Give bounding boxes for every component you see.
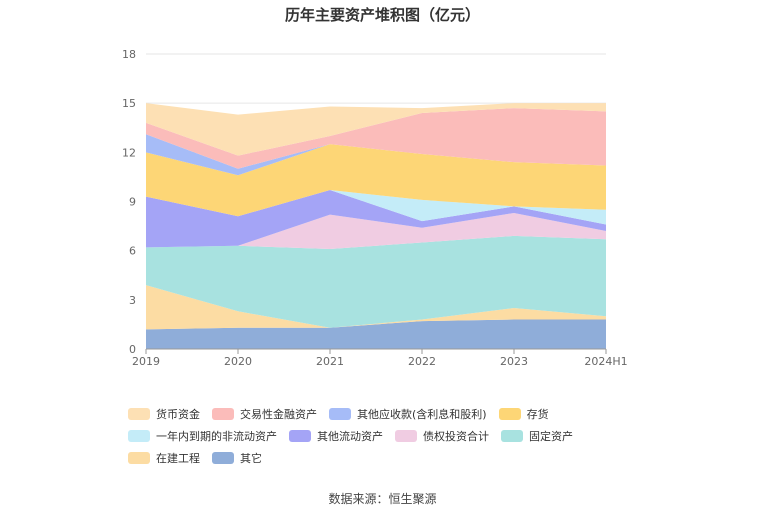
legend-item[interactable]: 固定资产: [501, 428, 573, 444]
y-tick-label: 12: [122, 146, 136, 159]
legend-item[interactable]: 交易性金融资产: [212, 406, 317, 422]
area-series-0: [146, 319, 606, 349]
legend-swatch: [395, 430, 417, 442]
legend-label: 固定资产: [529, 430, 573, 443]
legend-swatch: [212, 452, 234, 464]
legend-row: 货币资金 交易性金融资产 其他应收款(含利息和股利) 存货: [128, 403, 688, 425]
y-tick-label: 15: [122, 97, 136, 110]
legend-row: 在建工程 其它: [128, 447, 688, 469]
legend-item[interactable]: 存货: [498, 406, 549, 422]
legend-label: 货币资金: [156, 408, 200, 421]
legend-swatch: [498, 408, 521, 420]
legend-label: 存货: [526, 408, 549, 421]
legend-row: 一年内到期的非流动资产 其他流动资产 债权投资合计 固定资产: [128, 425, 688, 447]
legend-swatch: [128, 430, 150, 442]
legend-swatch: [289, 430, 311, 442]
x-tick-label: 2019: [132, 355, 160, 368]
area-series-3: [146, 212, 606, 250]
axis-layer: 0 3 6 9 12 15 18 2019 2020 2021 2022 2023 2024H1: [122, 48, 628, 368]
x-tick-label: 2023: [500, 355, 528, 368]
legend-label: 债权投资合计: [423, 430, 489, 443]
legend-swatch: [128, 452, 150, 464]
y-tick-label: 6: [129, 245, 136, 258]
area-series-6: [146, 144, 606, 217]
legend-item[interactable]: 一年内到期的非流动资产: [128, 428, 277, 444]
legend-swatch: [128, 408, 150, 420]
x-tick-label: 2024H1: [584, 355, 627, 368]
area-series-7: [146, 134, 606, 176]
legend-item[interactable]: 其它: [212, 450, 262, 466]
legend-item[interactable]: 债权投资合计: [395, 428, 489, 444]
legend-swatch: [212, 408, 234, 420]
legend-label: 其他流动资产: [317, 430, 383, 443]
legend-label: 在建工程: [156, 452, 200, 465]
x-tick-label: 2022: [408, 355, 436, 368]
x-tick-label: 2021: [316, 355, 344, 368]
x-tick-label: 2020: [224, 355, 252, 368]
legend-item[interactable]: 其他应收款(含利息和股利): [329, 406, 487, 422]
legend-item[interactable]: 货币资金: [128, 406, 200, 422]
legend-label: 一年内到期的非流动资产: [156, 430, 277, 443]
area-layer: [146, 103, 606, 349]
area-series-4: [146, 190, 606, 248]
legend-item[interactable]: 在建工程: [128, 450, 200, 466]
legend-swatch: [329, 408, 351, 420]
source-note: 数据来源：恒生聚源: [328, 492, 437, 506]
area-series-5: [146, 190, 606, 225]
chart-title: 历年主要资产堆积图（亿元）: [284, 6, 480, 24]
legend-label: 交易性金融资产: [240, 408, 317, 421]
stacked-area-chart: 0 3 6 9 12 15 18 2019 2020 2021 2022 2023 2024H1: [122, 48, 628, 368]
legend-item[interactable]: 其他流动资产: [289, 428, 383, 444]
y-tick-label: 18: [122, 48, 136, 61]
y-tick-label: 3: [129, 294, 136, 307]
y-tick-label: 0: [129, 343, 136, 356]
area-series-1: [146, 285, 606, 330]
y-tick-label: 9: [129, 196, 136, 209]
area-series-8: [146, 108, 606, 169]
area-series-2: [146, 235, 606, 328]
legend-label: 其他应收款(含利息和股利): [357, 408, 487, 421]
chart-legend: 货币资金 交易性金融资产 其他应收款(含利息和股利) 存货一年内到期的非流动资产 其他流…: [128, 403, 688, 469]
legend-swatch: [501, 430, 523, 442]
legend-label: 其它: [240, 452, 262, 465]
area-series-9: [146, 103, 606, 156]
